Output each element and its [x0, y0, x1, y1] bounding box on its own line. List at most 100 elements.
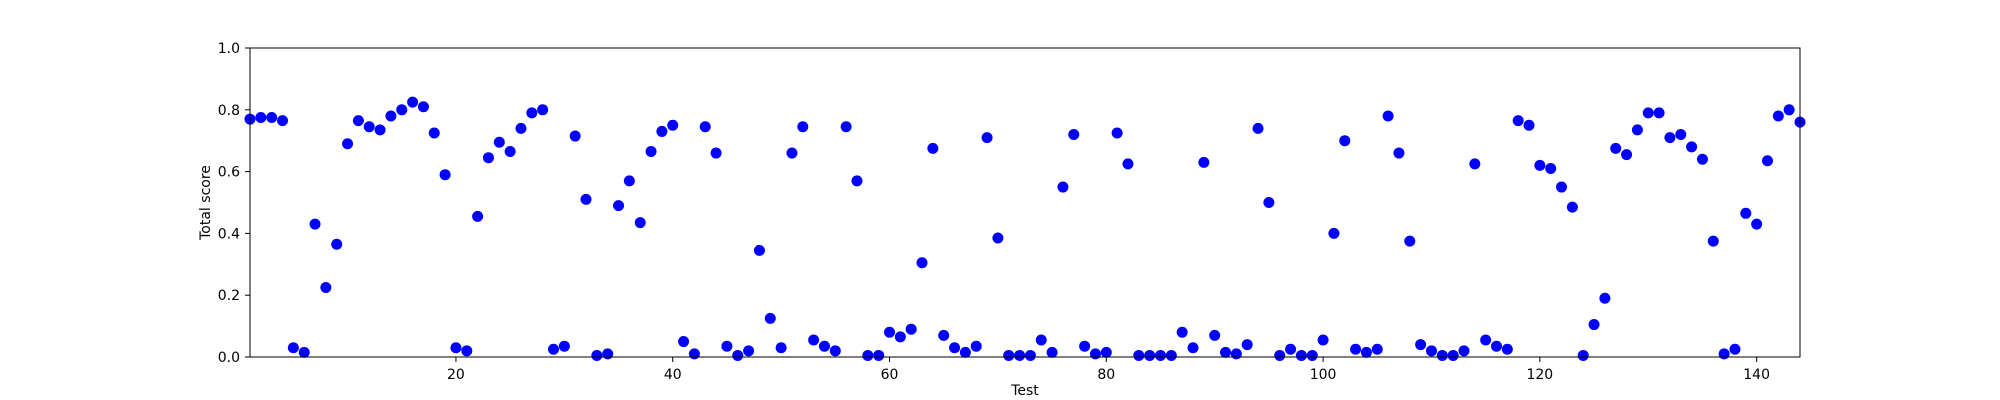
- data-point: [1545, 163, 1557, 175]
- data-point: [764, 312, 776, 324]
- data-point: [808, 334, 820, 346]
- data-point: [970, 340, 982, 352]
- data-point: [732, 349, 744, 361]
- data-point: [634, 217, 646, 229]
- x-tick-label: 40: [664, 367, 682, 383]
- x-tick-label: 80: [1097, 367, 1115, 383]
- data-point: [298, 346, 310, 358]
- data-point: [840, 121, 852, 133]
- data-point: [1165, 349, 1177, 361]
- data-point: [613, 200, 625, 212]
- x-axis-label: Test: [1010, 383, 1039, 399]
- data-point: [667, 119, 679, 131]
- data-point: [374, 124, 386, 136]
- data-point: [1154, 349, 1166, 361]
- data-point: [1675, 129, 1687, 141]
- data-point: [1783, 104, 1795, 116]
- data-point: [959, 346, 971, 358]
- data-point: [1469, 158, 1481, 170]
- data-point: [1761, 155, 1773, 167]
- data-point: [818, 340, 830, 352]
- data-point: [1415, 339, 1427, 351]
- data-point: [493, 136, 505, 148]
- data-point: [428, 127, 440, 139]
- data-point: [1480, 334, 1492, 346]
- data-point: [645, 146, 657, 158]
- data-point: [1404, 235, 1416, 247]
- data-point: [862, 349, 874, 361]
- data-point: [1111, 127, 1123, 139]
- data-point: [1491, 340, 1502, 352]
- data-point: [1360, 346, 1372, 358]
- data-point: [548, 343, 559, 355]
- plot-area: [250, 48, 1800, 357]
- y-tick-label: 0.4: [218, 226, 240, 242]
- data-point: [461, 345, 473, 357]
- data-point: [1295, 349, 1307, 361]
- data-point: [1729, 343, 1741, 355]
- data-point: [710, 147, 722, 159]
- data-point: [1772, 110, 1784, 122]
- y-tick-label: 0.0: [218, 350, 240, 366]
- x-tick-label: 60: [881, 367, 899, 383]
- data-point: [331, 238, 343, 250]
- data-point: [1447, 349, 1459, 361]
- data-point: [656, 125, 668, 137]
- data-point: [504, 146, 516, 158]
- data-point: [407, 96, 419, 108]
- data-point: [569, 130, 581, 142]
- data-point: [1306, 349, 1318, 361]
- x-axis-ticks: 20 40 60 80 100 120 140: [447, 357, 1770, 383]
- data-point: [1577, 349, 1589, 361]
- data-point: [1642, 107, 1654, 119]
- data-point: [1631, 124, 1643, 136]
- data-point: [1122, 158, 1134, 170]
- data-point: [1089, 348, 1101, 360]
- data-point: [1230, 348, 1242, 360]
- data-point: [678, 336, 690, 348]
- data-point: [1350, 343, 1362, 355]
- data-point: [1707, 235, 1719, 247]
- data-point: [1198, 156, 1210, 168]
- data-point: [385, 110, 397, 122]
- data-point: [1610, 142, 1622, 154]
- data-point: [981, 132, 993, 144]
- data-point: [1393, 147, 1405, 159]
- data-point: [482, 152, 494, 164]
- data-point: [688, 348, 700, 360]
- data-point: [743, 345, 755, 357]
- data-point: [1621, 149, 1633, 161]
- data-point: [287, 342, 299, 354]
- data-point: [1718, 348, 1730, 360]
- data-point: [1382, 110, 1394, 122]
- data-point: [1599, 292, 1611, 304]
- data-point: [699, 121, 711, 133]
- data-point: [255, 112, 267, 124]
- data-point: [1285, 343, 1297, 355]
- data-point: [1371, 343, 1383, 355]
- data-point: [439, 169, 451, 181]
- data-point: [1534, 159, 1546, 171]
- data-point: [927, 142, 939, 154]
- data-point: [515, 122, 527, 134]
- data-point: [1241, 339, 1253, 351]
- data-point: [949, 342, 961, 354]
- data-point: [1664, 132, 1676, 144]
- data-point: [450, 342, 462, 354]
- data-point: [1274, 349, 1286, 361]
- data-point: [558, 340, 570, 352]
- data-point: [320, 281, 332, 293]
- data-point: [1079, 340, 1091, 352]
- data-point: [1501, 343, 1513, 355]
- data-point: [1133, 349, 1145, 361]
- data-point: [1653, 107, 1665, 119]
- data-point: [938, 329, 950, 341]
- data-point: [1566, 201, 1578, 213]
- data-point: [363, 121, 375, 133]
- data-point: [775, 342, 787, 354]
- data-point: [1252, 122, 1264, 134]
- y-tick-label: 0.2: [218, 288, 240, 304]
- data-point: [1209, 329, 1221, 341]
- data-point: [786, 147, 798, 159]
